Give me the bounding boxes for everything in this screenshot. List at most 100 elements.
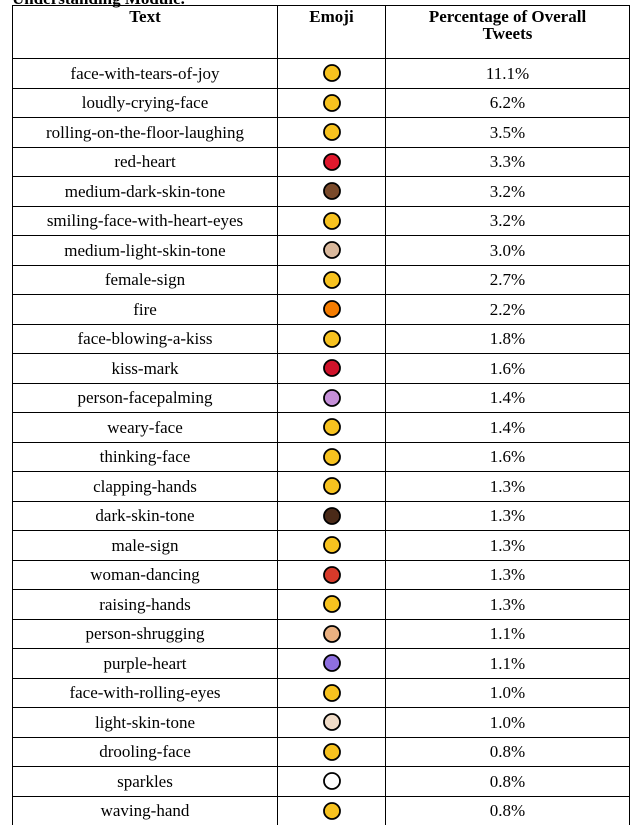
text-cell: sparkles <box>12 766 278 797</box>
table-row: waving-hand 0.8% <box>12 795 630 825</box>
percentage-cell: 0.8% <box>385 766 630 797</box>
percentage-cell: 2.2% <box>385 294 630 325</box>
emoji-shape <box>322 713 341 732</box>
emoji-shape <box>322 624 341 643</box>
emoji-icon <box>322 477 341 496</box>
table-row: purple-heart 1.1% <box>12 648 630 679</box>
percentage-cell: 1.6% <box>385 441 630 472</box>
percentage-cell: 11.1% <box>385 58 630 89</box>
percentage-cell: 3.2% <box>385 176 630 207</box>
emoji-shape <box>322 152 341 171</box>
text-cell: purple-heart <box>12 648 278 679</box>
table-row: face-with-tears-of-joy 11.1% <box>12 58 630 89</box>
table-row: sparkles 0.8% <box>12 766 630 797</box>
emoji-cell <box>277 146 386 177</box>
emoji-icon <box>322 713 341 732</box>
emoji-shape <box>322 772 341 791</box>
text-cell: raising-hands <box>12 589 278 620</box>
emoji-shape <box>322 211 341 230</box>
percentage-cell: 1.0% <box>385 707 630 738</box>
emoji-shape <box>322 329 341 348</box>
percentage-cell: 3.5% <box>385 117 630 148</box>
emoji-cell <box>277 205 386 236</box>
emoji-icon <box>322 64 341 83</box>
emoji-icon <box>322 565 341 584</box>
emoji-shape <box>322 447 341 466</box>
emoji-cell <box>277 589 386 620</box>
emoji-shape <box>322 477 341 496</box>
percentage-cell: 3.0% <box>385 235 630 266</box>
text-cell: dark-skin-tone <box>12 500 278 531</box>
table-row: female-sign 2.7% <box>12 264 630 295</box>
percentage-cell: 1.3% <box>385 589 630 620</box>
emoji-icon <box>322 93 341 112</box>
emoji-cell <box>277 441 386 472</box>
emoji-cell <box>277 264 386 295</box>
header-cell: Emoji <box>277 5 386 59</box>
emoji-icon <box>322 182 341 201</box>
emoji-icon <box>322 211 341 230</box>
emoji-icon <box>322 801 341 820</box>
emoji-icon <box>322 123 341 142</box>
emoji-shape <box>322 64 341 83</box>
percentage-cell: 1.1% <box>385 618 630 649</box>
table-row: red-heart 3.3% <box>12 146 630 177</box>
emoji-cell <box>277 87 386 118</box>
table-row: clapping-hands 1.3% <box>12 471 630 502</box>
percentage-cell: 1.3% <box>385 530 630 561</box>
emoji-shape <box>322 123 341 142</box>
table-row: person-facepalming 1.4% <box>12 382 630 413</box>
text-cell: medium-dark-skin-tone <box>12 176 278 207</box>
emoji-cell <box>277 176 386 207</box>
percentage-cell: 6.2% <box>385 87 630 118</box>
emoji-icon <box>322 388 341 407</box>
emoji-icon <box>322 359 341 378</box>
percentage-cell: 1.3% <box>385 559 630 590</box>
table-row: person-shrugging 1.1% <box>12 618 630 649</box>
text-cell: face-blowing-a-kiss <box>12 323 278 354</box>
table-row: raising-hands 1.3% <box>12 589 630 620</box>
percentage-cell: 0.8% <box>385 736 630 767</box>
text-cell: drooling-face <box>12 736 278 767</box>
text-cell: male-sign <box>12 530 278 561</box>
table-row: weary-face 1.4% <box>12 412 630 443</box>
emoji-icon <box>322 300 341 319</box>
emoji-cell <box>277 382 386 413</box>
emoji-shape <box>322 388 341 407</box>
percentage-cell: 1.8% <box>385 323 630 354</box>
emoji-shape <box>322 683 341 702</box>
caption: Understanding Module. <box>12 0 185 9</box>
text-cell: waving-hand <box>12 795 278 825</box>
emoji-shape <box>322 565 341 584</box>
percentage-cell: 1.1% <box>385 648 630 679</box>
text-cell: loudly-crying-face <box>12 87 278 118</box>
emoji-shape <box>322 801 341 820</box>
text-cell: red-heart <box>12 146 278 177</box>
emoji-cell <box>277 795 386 825</box>
header-row: Text Emoji Percentage of Overall Tweets <box>12 5 630 59</box>
emoji-icon <box>322 654 341 673</box>
table-row: loudly-crying-face 6.2% <box>12 87 630 118</box>
emoji-cell <box>277 412 386 443</box>
percentage-cell: 1.3% <box>385 500 630 531</box>
emoji-shape <box>322 742 341 761</box>
table-body: face-with-tears-of-joy 11.1% loudly-crying… <box>12 58 630 825</box>
emoji-shape <box>322 270 341 289</box>
text-cell: kiss-mark <box>12 353 278 384</box>
emoji-icon <box>322 772 341 791</box>
text-cell: weary-face <box>12 412 278 443</box>
table-row: drooling-face 0.8% <box>12 736 630 767</box>
table-row: woman-dancing 1.3% <box>12 559 630 590</box>
emoji-icon <box>322 624 341 643</box>
emoji-shape <box>322 182 341 201</box>
table-row: face-with-rolling-eyes 1.0% <box>12 677 630 708</box>
emoji-cell <box>277 736 386 767</box>
percentage-cell: 1.4% <box>385 412 630 443</box>
emoji-cell <box>277 353 386 384</box>
emoji-cell <box>277 117 386 148</box>
table-row: smiling-face-with-heart-eyes 3.2% <box>12 205 630 236</box>
emoji-cell <box>277 471 386 502</box>
emoji-shape <box>322 359 341 378</box>
emoji-icon <box>322 506 341 525</box>
